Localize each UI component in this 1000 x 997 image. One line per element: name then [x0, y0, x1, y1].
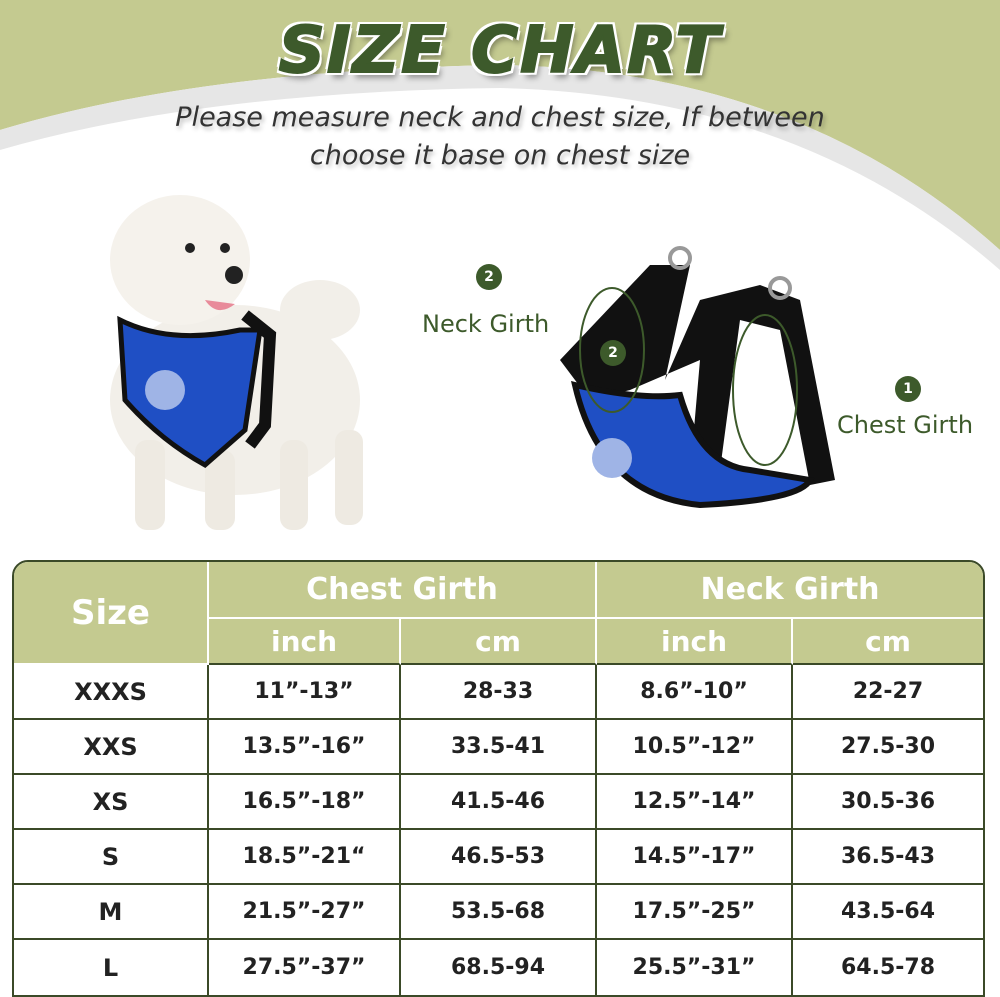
table-row: XXXS 11”-13” 28-33 8.6”-10” 22-27	[14, 665, 983, 720]
size-cell: M	[14, 885, 209, 940]
chest-cm-cell: 28-33	[401, 665, 598, 720]
size-header: Size	[14, 562, 209, 665]
background-arc	[0, 0, 1000, 530]
table-row: L 27.5”-37” 68.5-94 25.5”-31” 64.5-78	[14, 940, 983, 995]
neck-inch-cell: 25.5”-31”	[597, 940, 794, 995]
chest-girth-label: Chest Girth	[837, 411, 974, 439]
harness-image	[560, 246, 835, 509]
unit-header: cm	[793, 619, 983, 665]
neck-cm-cell: 43.5-64	[793, 885, 983, 940]
chest-inch-cell: 16.5”-18”	[209, 775, 401, 830]
table-row: S 18.5”-21“ 46.5-53 14.5”-17” 36.5-43	[14, 830, 983, 885]
size-table: Size Chest Girth Neck Girth inch cm inch…	[12, 560, 985, 997]
size-cell: XXS	[14, 720, 209, 775]
neck-cm-cell: 22-27	[793, 665, 983, 720]
size-cell: L	[14, 940, 209, 995]
neck-girth-label: Neck Girth	[422, 310, 550, 338]
neck-inch-cell: 14.5”-17”	[597, 830, 794, 885]
table-row: XS 16.5”-18” 41.5-46 12.5”-14” 30.5-36	[14, 775, 983, 830]
size-cell: XXXS	[14, 665, 209, 720]
chest-cm-cell: 33.5-41	[401, 720, 598, 775]
neck-inch-cell: 17.5”-25”	[597, 885, 794, 940]
neck-inch-cell: 8.6”-10”	[597, 665, 794, 720]
chest-girth-header: Chest Girth	[209, 562, 598, 619]
neck-cm-cell: 27.5-30	[793, 720, 983, 775]
subtitle-line1: Please measure neck and chest size, If b…	[175, 102, 825, 133]
unit-header: inch	[597, 619, 794, 665]
unit-header: cm	[401, 619, 598, 665]
neck-inch-cell: 10.5”-12”	[597, 720, 794, 775]
subtitle-line2: choose it base on chest size	[309, 140, 691, 171]
page-title: SIZE CHART	[278, 13, 722, 89]
table-row: XXS 13.5”-16” 33.5-41 10.5”-12” 27.5-30	[14, 720, 983, 775]
chest-inch-cell: 11”-13”	[209, 665, 401, 720]
chest-inch-cell: 27.5”-37”	[209, 940, 401, 995]
chest-inch-cell: 18.5”-21“	[209, 830, 401, 885]
chest-inch-cell: 21.5”-27”	[209, 885, 401, 940]
size-cell: S	[14, 830, 209, 885]
neck-cm-cell: 30.5-36	[793, 775, 983, 830]
table-row: M 21.5”-27” 53.5-68 17.5”-25” 43.5-64	[14, 885, 983, 940]
chest-cm-cell: 53.5-68	[401, 885, 598, 940]
chest-cm-cell: 41.5-46	[401, 775, 598, 830]
neck-inner-number-badge: 2	[600, 340, 626, 366]
dog-image	[110, 195, 363, 530]
neck-number-badge: 2	[476, 264, 502, 290]
neck-girth-header: Neck Girth	[597, 562, 983, 619]
size-cell: XS	[14, 775, 209, 830]
chest-cm-cell: 46.5-53	[401, 830, 598, 885]
neck-cm-cell: 64.5-78	[840, 955, 936, 980]
chest-inch-cell: 13.5”-16”	[209, 720, 401, 775]
neck-cm-cell: 36.5-43	[793, 830, 983, 885]
neck-inch-cell: 12.5”-14”	[597, 775, 794, 830]
chest-cm-cell: 68.5-94	[401, 940, 598, 995]
chest-number-badge: 1	[895, 376, 921, 402]
unit-header: inch	[209, 619, 401, 665]
